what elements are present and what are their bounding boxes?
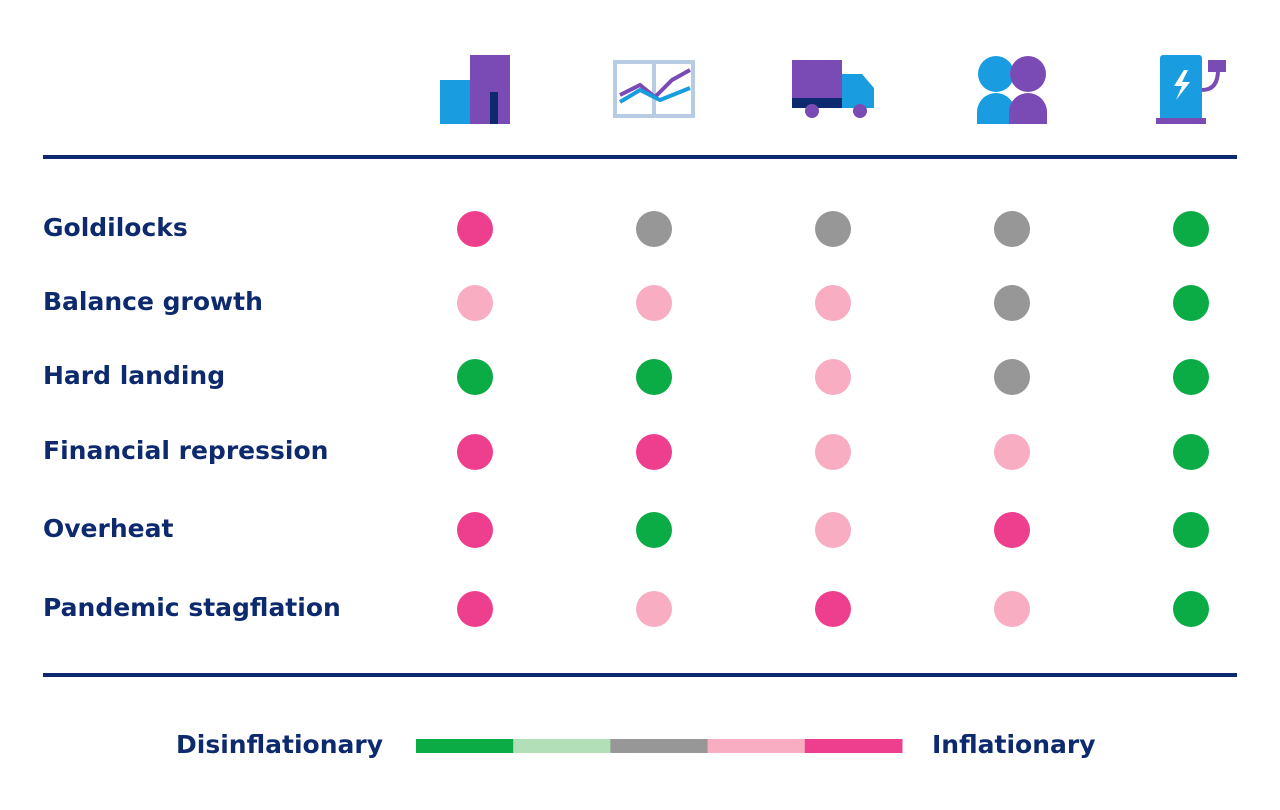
icon-truck [792,60,874,118]
dot [636,285,672,321]
dot [815,359,851,395]
dot [815,434,851,470]
legend-swatch [804,739,903,753]
dot [457,591,493,627]
icon-buildings [440,55,510,124]
legend-left: Disinflationary [176,730,383,759]
dot [457,359,493,395]
dot [457,211,493,247]
dot [457,434,493,470]
legend-swatch [416,739,514,753]
dot [994,434,1030,470]
row-label: Financial repression [43,436,328,465]
dot [636,359,672,395]
dot [1173,359,1209,395]
dot [815,285,851,321]
legend-swatch [610,739,709,753]
icon-charger [1156,55,1226,124]
dot [636,434,672,470]
dot [636,591,672,627]
row-label: Balance growth [43,287,263,316]
icon-people [977,56,1047,124]
row-label: Pandemic stagflation [43,593,341,622]
dot [994,211,1030,247]
dot [815,211,851,247]
dot [994,512,1030,548]
dot [457,285,493,321]
dot [815,591,851,627]
legend-swatch [707,739,806,753]
dot [994,359,1030,395]
dot [994,285,1030,321]
dot [636,211,672,247]
icon-chart [613,60,695,118]
row-label: Hard landing [43,361,225,390]
dot [1173,211,1209,247]
legend-right: Inflationary [932,730,1096,759]
row-label: Goldilocks [43,213,188,242]
dot [1173,591,1209,627]
dot [1173,285,1209,321]
dot [1173,512,1209,548]
dot [815,512,851,548]
dot [1173,434,1209,470]
legend-swatch [513,739,611,753]
dot [457,512,493,548]
dot [636,512,672,548]
row-label: Overheat [43,514,173,543]
dot [994,591,1030,627]
